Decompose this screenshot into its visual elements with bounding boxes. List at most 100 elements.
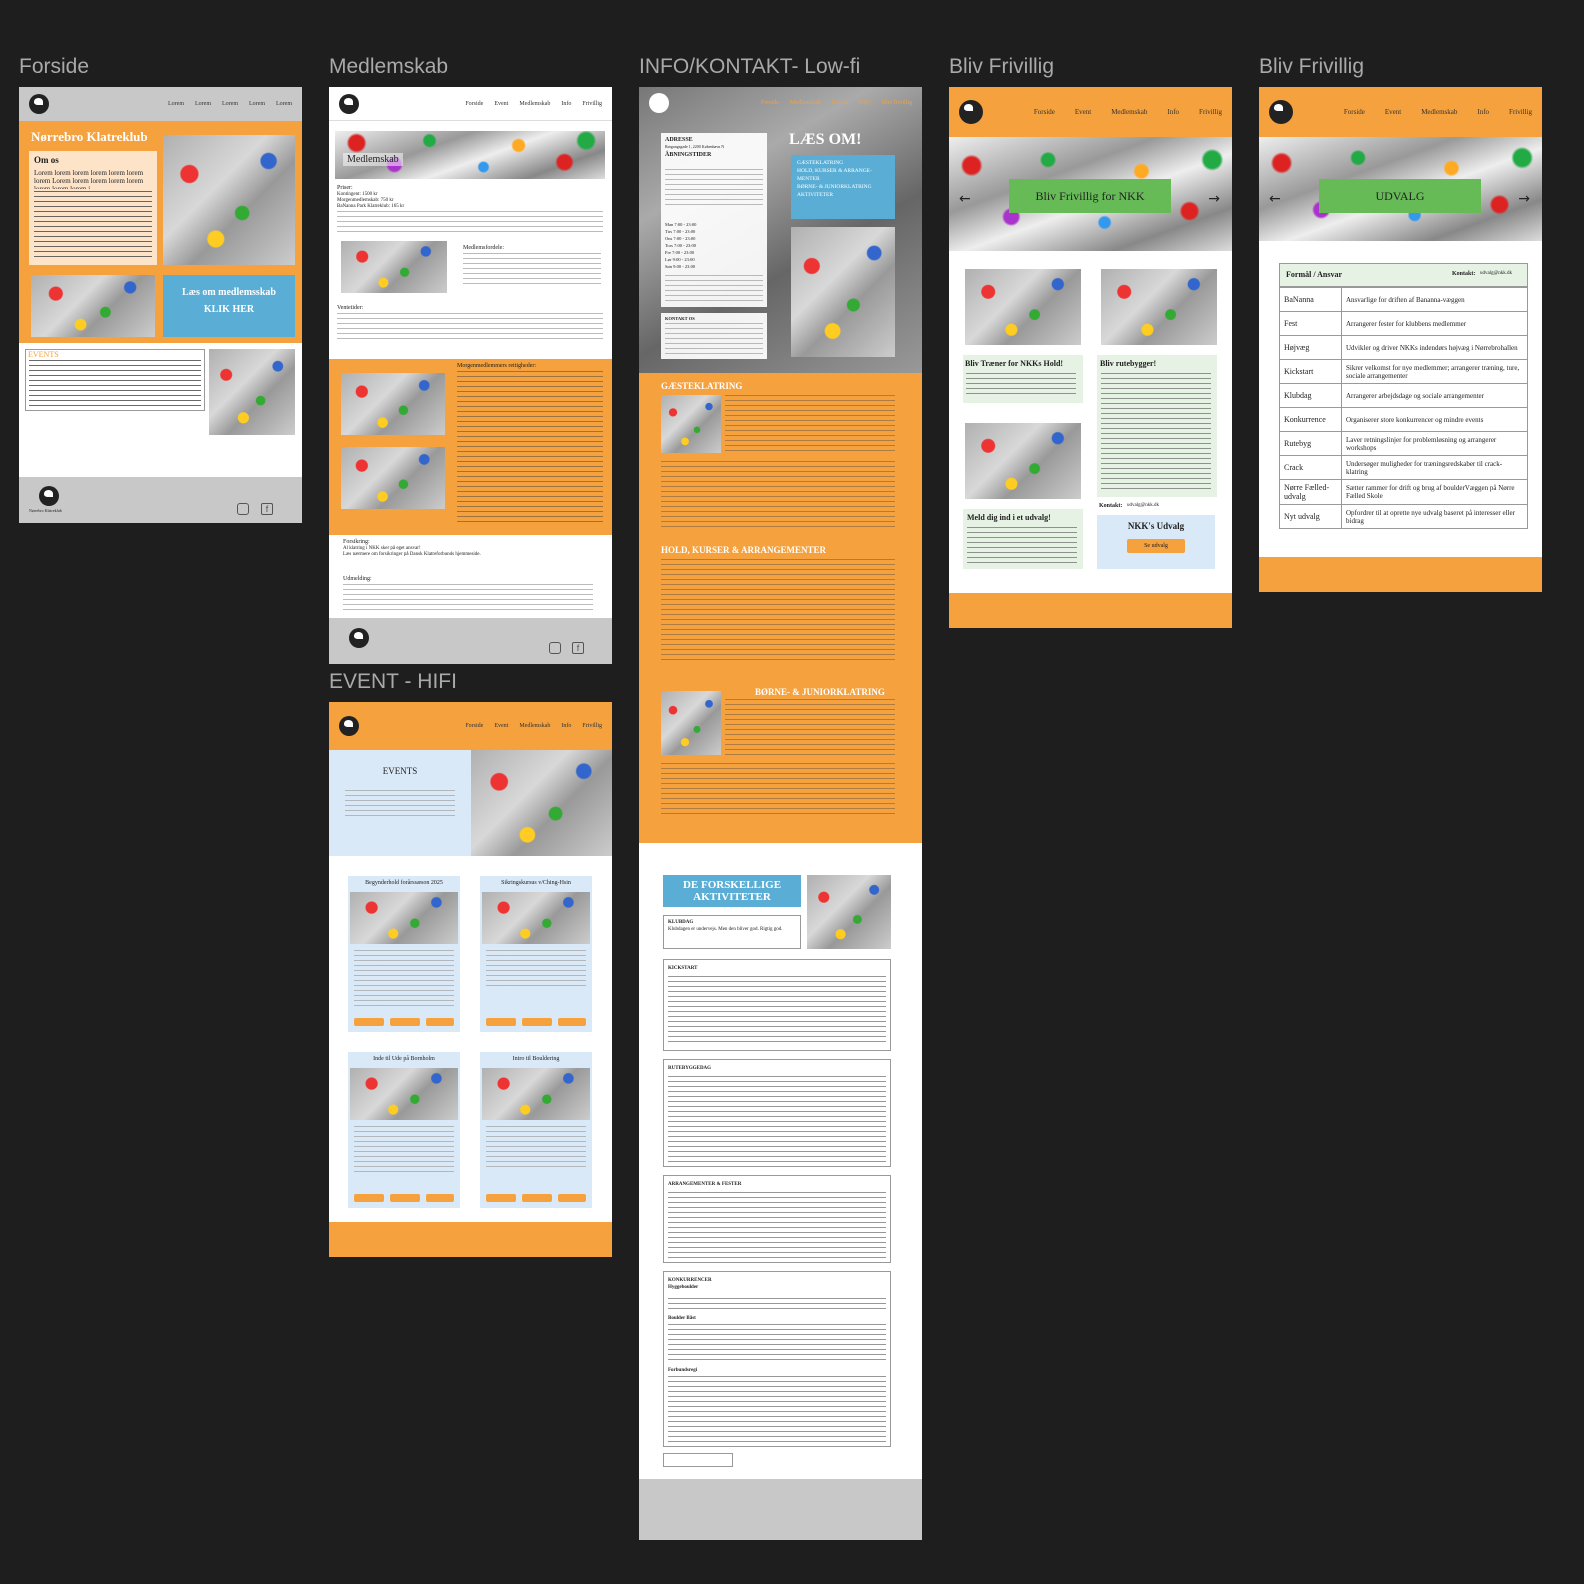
- frame-frivillig-1[interactable]: Forside Event Medlemskab Info Frivillig …: [949, 87, 1232, 628]
- nav-item[interactable]: Frivillig: [1509, 108, 1532, 116]
- frame-event[interactable]: Forside Event Medlemskab Info Frivillig …: [329, 702, 612, 1257]
- nav-item[interactable]: Lorem: [222, 101, 238, 107]
- input-box[interactable]: [663, 1453, 733, 1467]
- logo-icon[interactable]: [339, 716, 359, 736]
- nav-item[interactable]: Medlemskab: [1421, 108, 1458, 116]
- climbing-photo: [341, 447, 445, 509]
- nav-item[interactable]: Lorem: [249, 101, 265, 107]
- nav-item[interactable]: Bliv frivillig: [881, 100, 912, 106]
- nav-item[interactable]: FAQ: [859, 100, 871, 106]
- logo-icon[interactable]: [29, 94, 49, 114]
- climbing-photo: [341, 241, 447, 293]
- event-button[interactable]: [522, 1194, 552, 1202]
- arrow-left-icon[interactable]: ←: [1269, 191, 1281, 207]
- cta-click: KLIK HER: [203, 304, 255, 315]
- membership-cta[interactable]: Læs om medlemsskab KLIK HER: [163, 275, 295, 337]
- event-card[interactable]: Intro til Bouldering: [480, 1052, 592, 1208]
- read-more-link[interactable]: GÆSTEKLATRING: [797, 160, 844, 166]
- address-heading: ADRESSE: [665, 137, 693, 143]
- committee-name: Nyt udvalg: [1279, 504, 1342, 529]
- logo-icon[interactable]: [959, 100, 983, 124]
- read-more-link[interactable]: AKTIVITETER: [797, 192, 834, 198]
- table-row: Konkurrence Organiserer store konkurrence…: [1279, 407, 1528, 432]
- kickstart-box: KICKSTART: [663, 959, 891, 1051]
- logo-icon[interactable]: [1269, 100, 1293, 124]
- logo-icon[interactable]: [339, 93, 359, 114]
- logo-icon[interactable]: [649, 93, 669, 113]
- event-card[interactable]: Begynderhold forårssæson 2025: [348, 876, 460, 1032]
- event-button[interactable]: [390, 1018, 420, 1026]
- competition-sub: Forbundsregi: [668, 1368, 698, 1373]
- nav-item[interactable]: Info: [1167, 108, 1180, 116]
- table-row: Kickstart Sikrer velkomst for nye medlemm…: [1279, 359, 1528, 384]
- event-card-title: Inde til Ude på Bornholm: [373, 1056, 435, 1062]
- footer: [639, 1479, 922, 1540]
- event-button[interactable]: [354, 1018, 384, 1026]
- contact-email[interactable]: udvalg@nkk.dk: [1127, 503, 1159, 508]
- facebook-icon[interactable]: f: [261, 503, 273, 515]
- event-button[interactable]: [354, 1194, 384, 1202]
- event-button[interactable]: [522, 1018, 552, 1026]
- instagram-icon[interactable]: [549, 642, 561, 654]
- event-card[interactable]: Sikringskursus v/Ching-Hsin: [480, 876, 592, 1032]
- nav-item[interactable]: Info: [1477, 108, 1490, 116]
- logo-icon[interactable]: [39, 486, 59, 506]
- nav-item[interactable]: Medlemskab: [789, 100, 821, 106]
- instagram-icon[interactable]: [237, 503, 249, 515]
- event-button[interactable]: [426, 1194, 454, 1202]
- event-button[interactable]: [486, 1194, 516, 1202]
- arrow-right-icon[interactable]: →: [1518, 191, 1530, 207]
- nav-item[interactable]: Event: [494, 723, 509, 729]
- facebook-icon[interactable]: f: [572, 642, 584, 654]
- event-button[interactable]: [486, 1018, 516, 1026]
- about-text: Lorem lorem lorem lorem lorem lorem lore…: [34, 169, 144, 189]
- event-button[interactable]: [426, 1018, 454, 1026]
- nav-item[interactable]: Lorem: [168, 101, 184, 107]
- nav-item[interactable]: Event: [1074, 108, 1092, 116]
- nav-item[interactable]: Forside: [465, 723, 484, 729]
- nav-item[interactable]: Frivillig: [582, 100, 602, 107]
- nav-item[interactable]: Frivillig: [1199, 108, 1222, 116]
- nav-item[interactable]: Frivillig: [582, 723, 602, 729]
- arrow-left-icon[interactable]: ←: [959, 191, 971, 207]
- climbing-photo: [661, 691, 721, 755]
- contact-heading: KONTAKT OS: [665, 316, 695, 321]
- frame-frivillig-2[interactable]: Forside Event Medlemskab Info Frivillig …: [1259, 87, 1542, 592]
- insurance-link[interactable]: Læs nærmere om forsikringer på Dansk Kla…: [343, 552, 481, 557]
- cta-label: Læs om medlemsskab: [182, 287, 276, 298]
- see-committees-button[interactable]: Se udvalg: [1127, 539, 1185, 553]
- event-button[interactable]: [390, 1194, 420, 1202]
- nav-item[interactable]: Info: [561, 100, 572, 107]
- nav-item[interactable]: Medlemskab: [1111, 108, 1148, 116]
- nav-item[interactable]: Forside: [1343, 108, 1365, 116]
- prices-heading: Priser:: [337, 185, 353, 191]
- nav-item[interactable]: Forside: [760, 100, 779, 106]
- frame-medlemskab[interactable]: Forside Event Medlemskab Info Frivillig …: [329, 87, 612, 664]
- nav-item[interactable]: Event: [1384, 108, 1402, 116]
- nav-item[interactable]: Lorem: [195, 101, 211, 107]
- nav-item[interactable]: Events: [831, 100, 849, 106]
- read-more-link[interactable]: HOLD, KURSER & ARRANGE-MENTER: [797, 168, 872, 182]
- table-contact-email[interactable]: udvalg@nkk.dk: [1480, 271, 1512, 276]
- arrow-right-icon[interactable]: →: [1208, 191, 1220, 207]
- nav-item[interactable]: Info: [561, 723, 572, 729]
- event-button[interactable]: [558, 1018, 586, 1026]
- frame-info[interactable]: Forside Medlemskab Events FAQ Bliv frivi…: [639, 87, 922, 1540]
- event-button[interactable]: [558, 1194, 586, 1202]
- committee-table: BaNanna Ansvarlige for driften af Bananna…: [1279, 287, 1528, 529]
- nav-item[interactable]: Lorem: [276, 101, 292, 107]
- table-contact-label: Kontakt:: [1452, 271, 1476, 277]
- table-row: Nyt udvalg Opfordrer til at oprette nye u…: [1279, 504, 1528, 529]
- committee-purpose: Ansvarlige for driften af Bananna-væggen: [1341, 287, 1528, 312]
- hours-item: Søn 9:00 - 23:00: [665, 264, 696, 269]
- frame-forside[interactable]: Lorem Lorem Lorem Lorem Lorem Nørrebro K…: [19, 87, 302, 523]
- nav-item[interactable]: Event: [494, 100, 509, 107]
- read-more-link[interactable]: BØRNE- & JUNIORKLATRING: [797, 184, 872, 190]
- nav-item[interactable]: Forside: [1033, 108, 1055, 116]
- nav-item[interactable]: Medlemskab: [519, 723, 551, 729]
- table-row: Højvæg Udvikler og driver NKKs indendørs …: [1279, 335, 1528, 360]
- event-card[interactable]: Inde til Ude på Bornholm: [348, 1052, 460, 1208]
- nav-item[interactable]: Medlemskab: [519, 100, 551, 107]
- logo-icon[interactable]: [349, 628, 369, 648]
- nav-item[interactable]: Forside: [465, 100, 484, 107]
